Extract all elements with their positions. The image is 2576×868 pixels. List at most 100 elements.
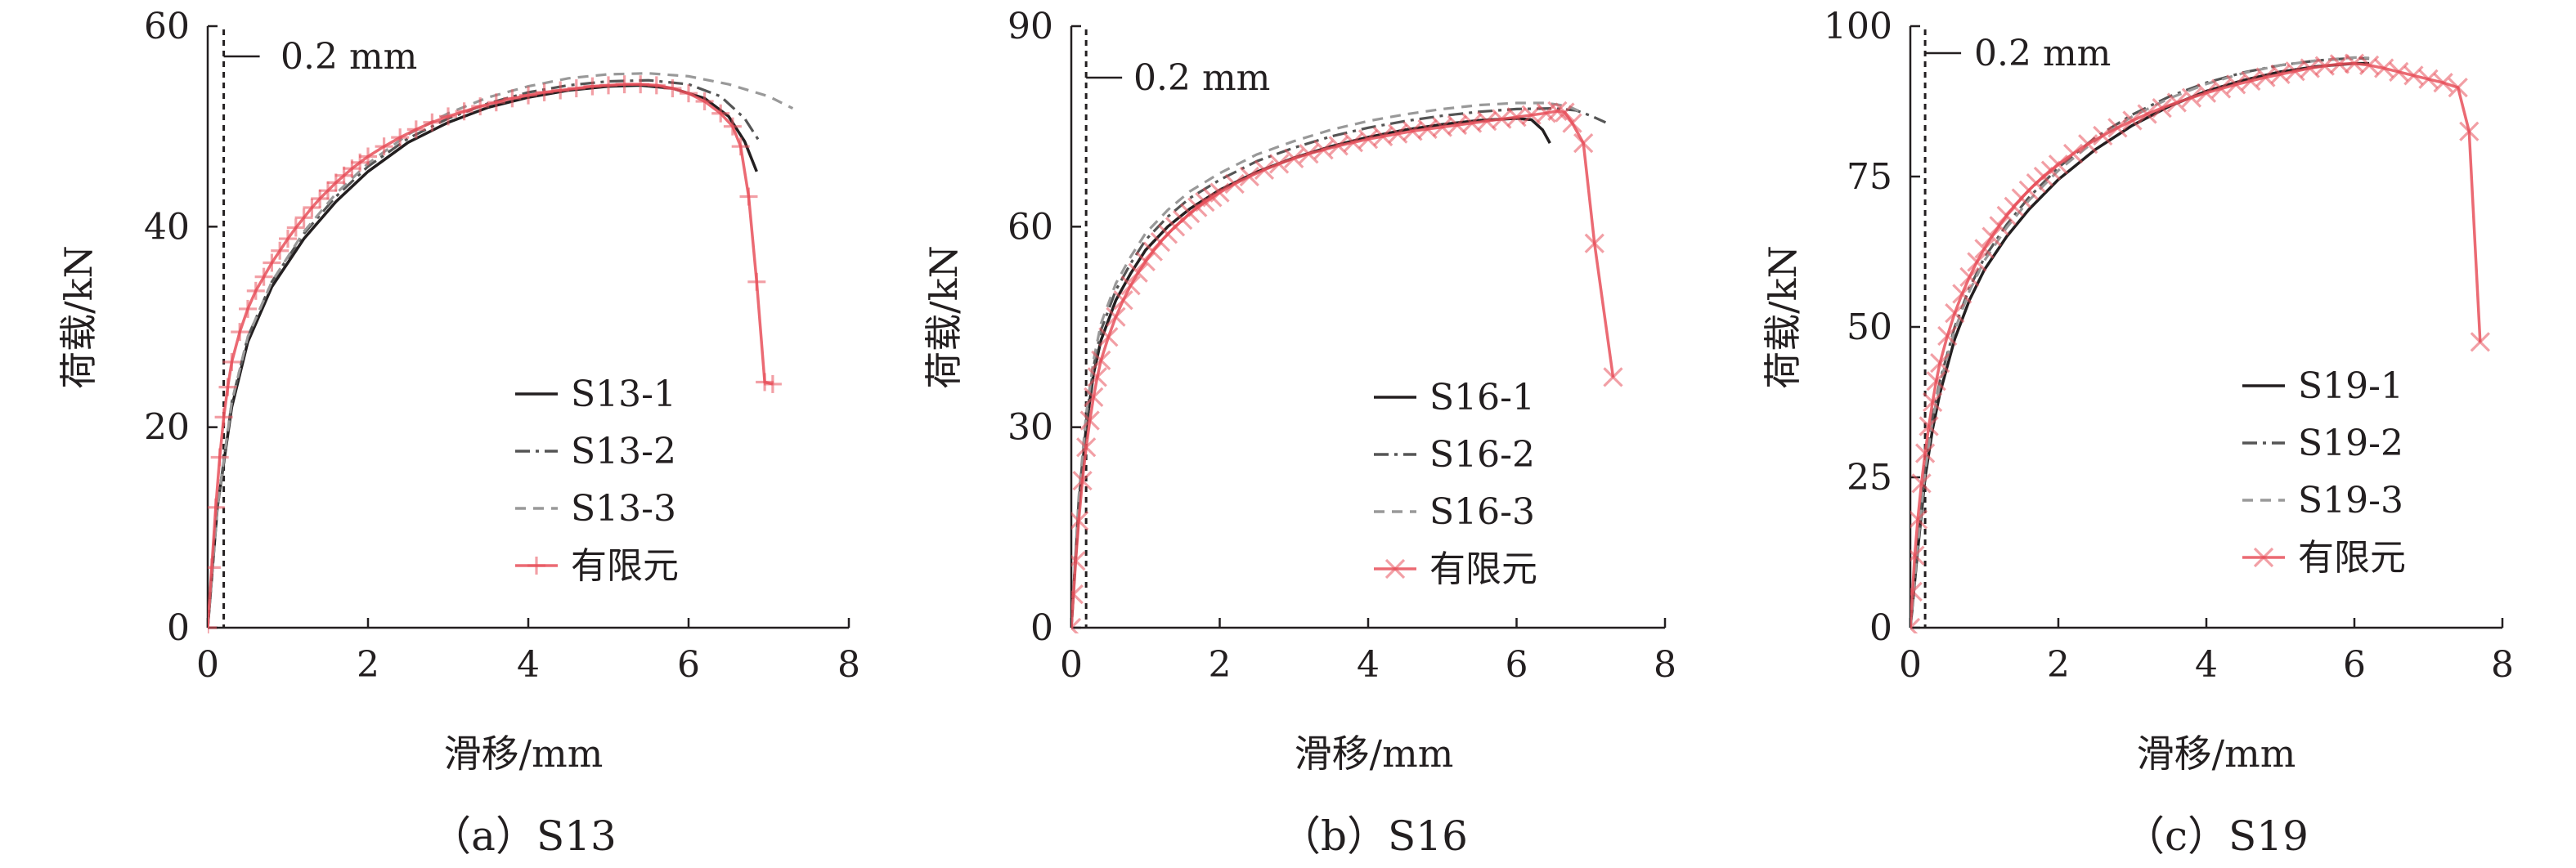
x-tick-label-s19: 0 (1899, 644, 1922, 686)
fe-marker-s19 (1974, 239, 1995, 259)
fe-marker-s19 (2210, 78, 2232, 99)
fe-marker-s13 (723, 117, 742, 136)
fe-marker-s19 (2181, 87, 2202, 108)
fe-marker-s19 (1911, 473, 1932, 494)
fe-marker-s13 (615, 75, 634, 94)
fe-marker-s16 (1254, 159, 1275, 180)
x-axis-label-s19: 滑移/mm (2137, 732, 2296, 776)
fe-marker-s13 (303, 199, 321, 217)
fe-marker-s13 (239, 299, 257, 318)
fe-marker-s13 (503, 89, 522, 108)
fe-marker-s19 (1937, 325, 1958, 347)
x-tick-label-s16: 2 (1209, 644, 1232, 686)
legend-s19: S19-1 S19-2 S19-3 有限元 (2242, 365, 2406, 579)
fe-marker-s13 (439, 107, 457, 126)
x-tick-label-s19: 6 (2343, 644, 2366, 686)
fe-marker-s13 (246, 281, 265, 300)
fe-marker-s19 (2459, 121, 2480, 141)
fe-marker-s19 (1910, 581, 1923, 602)
caption-s19: （c）S19 (2124, 812, 2309, 860)
legend-label: S13-2 (571, 431, 676, 472)
fe-marker-s16 (1142, 241, 1163, 262)
fe-marker-s19 (2226, 74, 2246, 95)
fe-marker-s13 (222, 352, 241, 371)
legend-label: S16-3 (1429, 491, 1535, 533)
fe-marker-s13 (519, 86, 537, 105)
x-tick-label-s16: 6 (1506, 644, 1528, 686)
y-tick-label-s13: 0 (167, 607, 190, 649)
y-tick-label-s19: 100 (1824, 6, 1892, 47)
fe-marker-s16 (1555, 102, 1575, 123)
fe-marker-s13 (210, 448, 229, 467)
series-line-fe-s13 (208, 83, 774, 629)
fe-marker-s16 (1106, 306, 1126, 327)
fe-marker-s19 (2448, 77, 2468, 98)
fe-marker-s16 (1603, 367, 1623, 387)
fe-marker-s19 (2196, 83, 2217, 103)
legend-item-s19: S19-3 (2242, 480, 2403, 521)
legend-label: S19-1 (2298, 365, 2403, 407)
x-tick-label-s16: 8 (1654, 644, 1676, 686)
legend-s16: S16-1 S16-2 S16-3 有限元 (1374, 377, 1537, 590)
offset-annotation-s16: 0.2 mm (1133, 57, 1270, 99)
y-tick-label-s13: 60 (144, 6, 190, 47)
fe-marker-s19 (1989, 216, 2009, 236)
legend-item-s13: S13-1 (515, 374, 676, 415)
series-line-s16-3 (1071, 101, 1584, 629)
fe-marker-s13 (583, 77, 602, 96)
legend-item-s16: S16-3 (1374, 491, 1535, 533)
fe-marker-s13 (279, 230, 297, 248)
legend-item-s13: 有限元 (515, 545, 679, 587)
legend-label: S19-2 (2298, 423, 2403, 464)
fe-marker-s13 (567, 79, 586, 98)
fe-marker-s19 (2107, 118, 2128, 138)
series-line-fe-s16 (1071, 110, 1615, 629)
fe-marker-s13 (294, 208, 313, 227)
y-tick-label-s19: 50 (1847, 306, 1892, 348)
fe-marker-s19 (2374, 58, 2394, 78)
fe-marker-s13 (455, 102, 473, 121)
fe-marker-s19 (1952, 284, 1972, 304)
legend-s13: S13-1 S13-2 S13-3 有限元 (515, 374, 679, 587)
fe-marker-s13 (747, 272, 766, 291)
fe-marker-s19 (1910, 617, 1921, 633)
fe-marker-s16 (1076, 437, 1097, 458)
fe-marker-s13 (214, 408, 233, 427)
fe-marker-s13 (231, 323, 249, 342)
fe-marker-s16 (1547, 101, 1568, 121)
x-tick-label-s19: 4 (2195, 644, 2218, 686)
legend-marker (1384, 558, 1406, 579)
fe-marker-s16 (1071, 551, 1086, 571)
fe-marker-s13 (391, 128, 410, 147)
fe-marker-s16 (1299, 144, 1319, 164)
panel-s19: 0 2 4 6 8 0 25 50 75 100 荷载/kN 滑移/mm （c）S19 0.2 m… (1761, 6, 2514, 860)
y-axis-label-s13: 荷载/kN (56, 245, 101, 389)
fe-marker-s19 (2418, 69, 2439, 89)
plot-area-s16 (1071, 101, 1623, 633)
fe-marker-s19 (1910, 509, 1928, 530)
fe-marker-s13 (599, 76, 617, 95)
fe-marker-s19 (1910, 545, 1925, 566)
fe-marker-s16 (1224, 173, 1245, 195)
y-axis-label-s19: 荷载/kN (1761, 245, 1805, 389)
fe-marker-s13 (756, 373, 774, 391)
legend-label: S13-1 (571, 374, 676, 415)
y-tick-label-s19: 25 (1847, 457, 1892, 499)
fe-marker-s19 (1930, 353, 1950, 374)
x-tick-label-s16: 0 (1060, 644, 1083, 686)
fe-marker-s16 (1562, 113, 1582, 133)
x-tick-label-s13: 0 (196, 644, 219, 686)
fe-marker-s19 (1923, 391, 1943, 413)
fe-marker-s13 (208, 558, 221, 577)
fe-marker-s16 (1079, 410, 1100, 431)
legend-item-s19: 有限元 (2242, 537, 2406, 579)
fe-marker-s13 (631, 75, 650, 94)
fe-marker-s16 (1120, 275, 1141, 296)
axes-s16: 0 2 4 6 8 0 30 60 90 (1008, 6, 1676, 686)
axes-s19: 0 2 4 6 8 0 25 50 75 100 (1824, 6, 2514, 686)
fe-marker-s13 (487, 93, 505, 112)
x-axis-label-s16: 滑移/mm (1295, 732, 1454, 776)
fe-marker-s19 (2137, 104, 2157, 124)
legend-label: S13-3 (571, 488, 676, 530)
fe-marker-s16 (1343, 132, 1363, 153)
